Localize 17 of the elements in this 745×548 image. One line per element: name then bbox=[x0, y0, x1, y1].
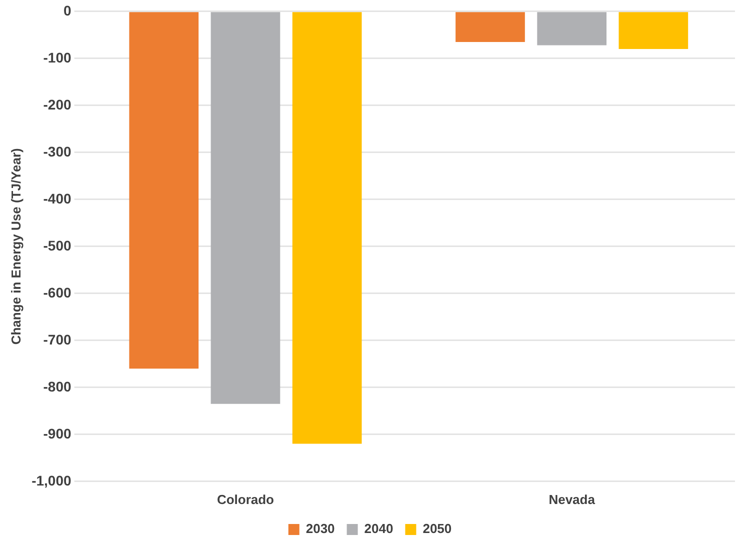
legend-label: 2040 bbox=[364, 521, 394, 536]
legend-label: 2030 bbox=[306, 521, 335, 536]
y-axis-title: Change in Energy Use (TJ/Year) bbox=[8, 148, 24, 345]
y-tick-label: -700 bbox=[43, 331, 72, 348]
y-tick-label: -500 bbox=[43, 237, 72, 254]
y-tick-label: -600 bbox=[43, 284, 72, 300]
y-tick-label: -900 bbox=[43, 425, 72, 442]
y-tick-label: 0 bbox=[64, 2, 72, 18]
y-tick-label: -200 bbox=[43, 96, 72, 112]
y-tick-label: -800 bbox=[43, 378, 72, 394]
y-tick-label: -300 bbox=[43, 143, 72, 160]
legend-label: 2050 bbox=[422, 521, 452, 536]
y-tick-label: -400 bbox=[43, 190, 72, 206]
x-tick-label: Nevada bbox=[548, 492, 596, 507]
y-tick-label: -1,000 bbox=[32, 472, 72, 488]
y-tick-label: -100 bbox=[43, 49, 72, 66]
x-tick-label: Colorado bbox=[216, 492, 274, 507]
